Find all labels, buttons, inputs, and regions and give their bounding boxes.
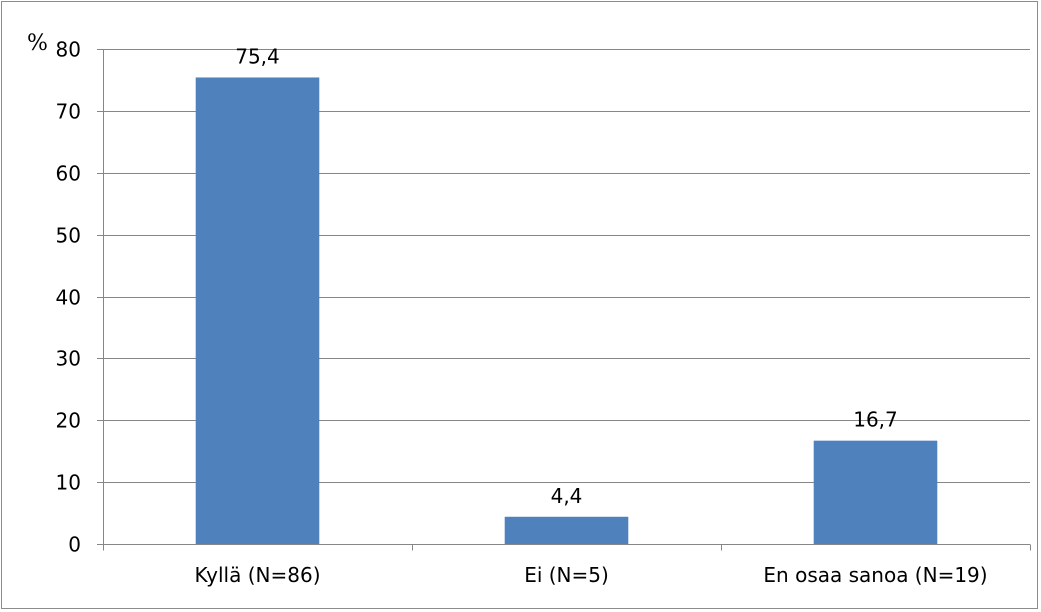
y-axis-unit-label: %: [27, 31, 48, 56]
data-label: 4,4: [551, 484, 583, 508]
labels: 0 10 20 30 40 50 60 70 80 75,4 Kyllä (N=86) 4,4 Ei (…: [56, 38, 988, 588]
bar: [195, 77, 320, 545]
y-tick-label: 10: [56, 471, 81, 495]
y-tick-label: 30: [56, 347, 81, 371]
bar: [504, 516, 629, 544]
y-tick-label: 20: [56, 409, 81, 433]
bars: [195, 77, 938, 545]
axes: [97, 49, 1031, 551]
x-category-label: Ei (N=5): [524, 563, 609, 587]
x-category-label: En osaa sanoa (N=19): [763, 563, 987, 587]
y-tick-label: 40: [56, 286, 81, 310]
y-tick-label: 60: [56, 162, 81, 186]
y-tick-label: 80: [56, 38, 81, 62]
y-tick-label: 50: [56, 224, 81, 248]
x-category-label: Kyllä (N=86): [195, 563, 321, 587]
bar: [813, 440, 938, 544]
y-tick-label: 0: [68, 533, 81, 557]
data-label: 16,7: [853, 408, 898, 432]
data-label: 75,4: [235, 44, 280, 68]
y-tick-label: 70: [56, 100, 81, 124]
